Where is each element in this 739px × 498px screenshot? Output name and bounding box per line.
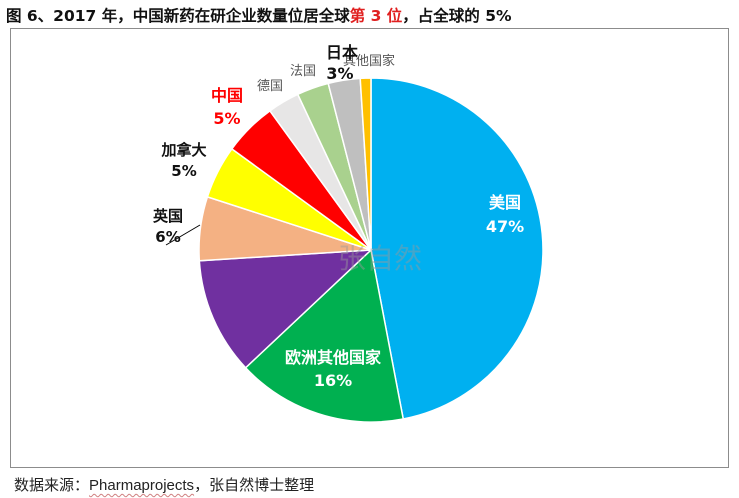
chart-frame (10, 28, 729, 468)
label-name-japan: 日本 (326, 43, 358, 62)
label-value-other-europe: 16% (314, 371, 352, 390)
label-value-canada: 5% (171, 162, 196, 180)
label-name-others: 其他国家 (343, 53, 395, 69)
pie-slice-0 (370, 77, 544, 420)
source-note: 数据来源：Pharmaprojects，张自然博士整理 (14, 476, 315, 494)
chart-title: 图 6、2017 年，中国新药在研企业数量位居全球第 3 位，占全球的 5% (6, 7, 512, 25)
label-value-uk: 6% (155, 228, 180, 246)
pie-slice-2 (198, 249, 374, 369)
label-value-japan: 3% (326, 64, 353, 83)
source-link: Pharmaprojects (89, 477, 195, 494)
pie-slice-9 (359, 77, 372, 251)
label-name-usa: 美国 (489, 193, 521, 212)
label-name-other-europe: 欧洲其他国家 (285, 348, 382, 367)
label-value-usa: 47% (486, 217, 524, 236)
label-name-germany: 德国 (257, 79, 283, 94)
label-name-canada: 加拿大 (160, 141, 206, 159)
watermark: 张自然 (338, 242, 422, 275)
label-name-france: 法国 (290, 64, 316, 79)
pie-slice-1 (244, 248, 405, 423)
label-name-china: 中国 (211, 86, 243, 105)
label-value-china: 5% (213, 109, 240, 128)
title-highlight: 第 3 位 (349, 7, 403, 25)
uk-leader-line (165, 224, 201, 246)
label-name-uk: 英国 (153, 207, 183, 225)
